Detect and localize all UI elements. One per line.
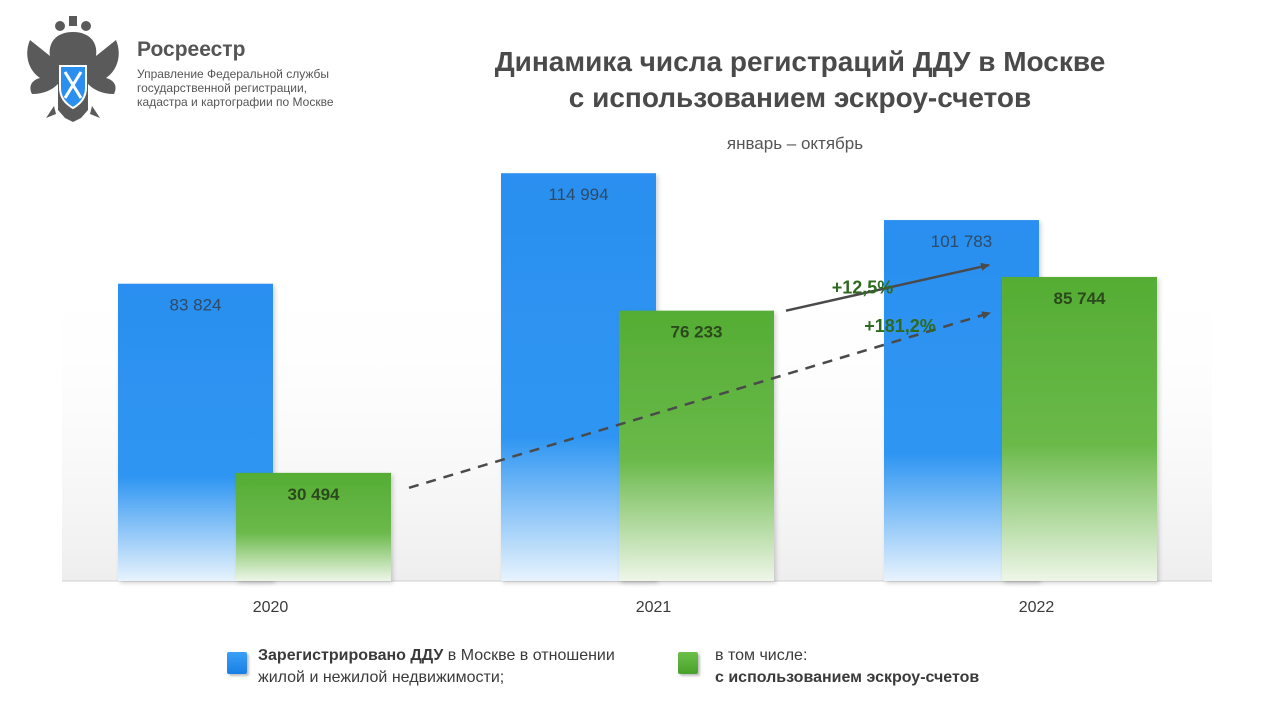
legend-text: в Москве в отношении bbox=[443, 647, 615, 664]
x-tick-label-2020: 2020 bbox=[253, 599, 289, 616]
org-name: Росреестр bbox=[137, 38, 246, 61]
org-sub-line: Управление Федеральной службы bbox=[137, 67, 329, 81]
growth-arrow-solid bbox=[785, 262, 990, 312]
growth-annotation-dashed: +181,2% bbox=[864, 316, 936, 336]
growth-annotation-solid: +12,5% bbox=[832, 278, 894, 298]
org-sub-line: государственной регистрации, bbox=[137, 81, 307, 95]
data-label-registered-2022: 101 783 bbox=[931, 232, 992, 251]
data-label-registered-2021: 114 994 bbox=[548, 185, 608, 204]
legend-line: в том числе: bbox=[715, 647, 808, 664]
x-tick-label-2022: 2022 bbox=[1019, 599, 1055, 616]
data-label-escrow-2022: 85 744 bbox=[1054, 289, 1107, 308]
chart-title-line: с использованием эскроу-счетов bbox=[568, 82, 1032, 113]
legend-item-escrow: в том числе: с использованием эскроу-сче… bbox=[715, 645, 979, 689]
bar-escrow-2020 bbox=[236, 472, 391, 581]
x-tick-label-2021: 2021 bbox=[636, 599, 672, 616]
org-sub-line: кадастра и картографии по Москве bbox=[137, 95, 334, 109]
data-label-escrow-2021: 76 233 bbox=[671, 323, 723, 342]
bar-escrow-2021 bbox=[619, 310, 774, 581]
chart-title: Динамика числа регистраций ДДУ в Москве … bbox=[380, 44, 1220, 116]
legend-bold: с использованием эскроу-счетов bbox=[715, 669, 980, 686]
double-headed-eagle-emblem-icon bbox=[27, 16, 119, 122]
legend-item-registered: Зарегистрировано ДДУ в Москве в отношени… bbox=[258, 645, 615, 689]
legend-line: жилой и нежилой недвижимости; bbox=[258, 669, 505, 686]
bar-escrow-2022 bbox=[1002, 276, 1157, 581]
growth-arrow-dashed bbox=[408, 311, 991, 490]
legend-bold: Зарегистрировано ДДУ bbox=[258, 647, 444, 664]
legend-swatch-green bbox=[678, 652, 698, 674]
chart-title-line: Динамика числа регистраций ДДУ в Москве bbox=[494, 46, 1106, 77]
legend-swatch-blue bbox=[227, 652, 247, 674]
org-subtitle: Управление Федеральной службы государств… bbox=[137, 67, 367, 109]
data-label-escrow-2020: 30 494 bbox=[288, 485, 341, 504]
legend-line: Зарегистрировано ДДУ в Москве в отношени… bbox=[258, 645, 615, 667]
chart-subtitle: январь – октябрь bbox=[726, 134, 864, 153]
legend-line: с использованием эскроу-счетов bbox=[715, 667, 979, 689]
data-label-registered-2020: 83 824 bbox=[170, 296, 222, 315]
